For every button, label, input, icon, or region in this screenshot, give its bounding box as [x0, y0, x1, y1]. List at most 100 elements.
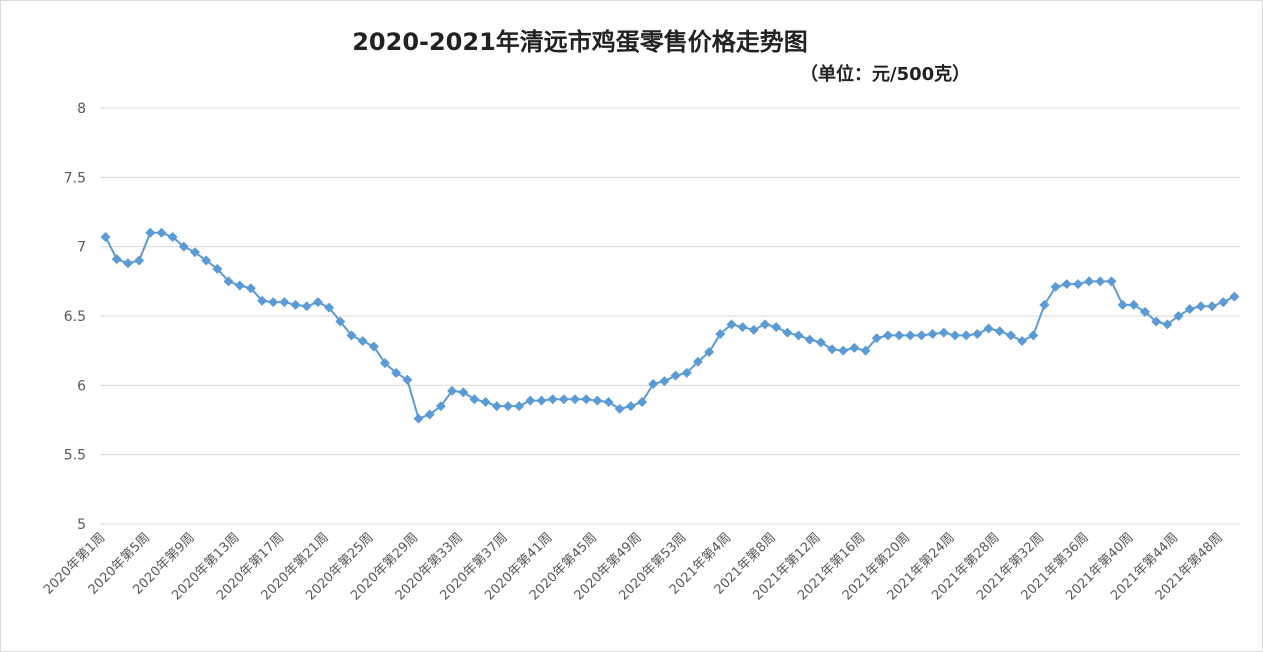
data-point [938, 327, 949, 338]
data-point [212, 263, 223, 274]
data-point [100, 231, 111, 242]
data-point [145, 227, 156, 238]
data-point [201, 255, 212, 266]
data-point [715, 329, 726, 340]
data-point [279, 297, 290, 308]
data-point [1151, 316, 1162, 327]
data-point [391, 367, 402, 378]
data-point [771, 322, 782, 333]
y-axis-ticks: 5 5.5 6 6.5 7 7.5 8 [64, 101, 86, 533]
data-point [547, 394, 558, 405]
data-point [1106, 276, 1117, 287]
data-point [961, 330, 972, 341]
data-point [1039, 299, 1050, 310]
data-point [1195, 301, 1206, 312]
data-point [1184, 304, 1195, 315]
y-tick-label: 6.5 [64, 309, 86, 325]
data-point [525, 395, 536, 406]
x-axis-ticks: 2020年第1周2020年第5周2020年第9周2020年第13周2020年第1… [41, 530, 1226, 603]
data-point [558, 394, 569, 405]
y-tick-label: 7 [77, 240, 86, 256]
data-point [916, 330, 927, 341]
data-point [950, 330, 960, 341]
data-point [502, 401, 513, 412]
data-point [860, 345, 871, 356]
data-point [994, 326, 1005, 337]
y-tick-label: 5.5 [64, 448, 86, 464]
data-point [659, 376, 670, 387]
data-point [827, 344, 838, 355]
data-point [1173, 311, 1184, 321]
data-point [637, 396, 648, 407]
y-tick-label: 7.5 [64, 170, 86, 186]
series-points [100, 227, 1240, 424]
data-point [1061, 279, 1072, 290]
data-point [927, 329, 938, 340]
data-point [1017, 335, 1028, 346]
data-point [134, 255, 145, 266]
data-point [1162, 319, 1173, 330]
data-point [737, 322, 748, 333]
data-point [167, 231, 178, 242]
data-point [1028, 330, 1039, 341]
data-point [804, 334, 815, 345]
data-point [122, 258, 133, 269]
data-point [514, 401, 525, 412]
data-point [1140, 306, 1150, 317]
data-point [324, 302, 335, 313]
data-point [603, 396, 614, 407]
data-point [1229, 291, 1240, 302]
data-point [335, 316, 346, 327]
data-point [111, 254, 122, 265]
data-point [1128, 299, 1139, 310]
data-point [1218, 297, 1229, 308]
data-point [748, 324, 759, 335]
chart-title: 2020-2021年清远市鸡蛋零售价格走势图 [352, 28, 808, 56]
chart-subtitle: （单位：元/500克） [800, 64, 971, 85]
data-point [782, 327, 793, 338]
data-point [402, 374, 413, 385]
y-tick-label: 6 [77, 378, 86, 394]
data-point [257, 295, 268, 306]
data-point [882, 330, 893, 341]
data-point [480, 396, 491, 407]
data-point [1072, 279, 1083, 290]
data-point [491, 401, 502, 412]
data-point [704, 347, 715, 358]
data-point [469, 394, 480, 405]
data-point [692, 356, 703, 367]
data-point [1050, 281, 1061, 292]
data-point [268, 297, 279, 308]
data-point [178, 241, 189, 252]
series-line [104, 231, 1235, 420]
data-point [1084, 276, 1095, 287]
gridlines [100, 107, 1240, 525]
data-point [726, 319, 737, 330]
data-point [368, 341, 379, 352]
data-point [447, 385, 458, 396]
data-point [905, 330, 916, 341]
data-point [234, 280, 245, 291]
data-point [815, 337, 826, 348]
data-point [245, 283, 256, 294]
data-point [625, 401, 636, 412]
data-point [458, 387, 469, 398]
data-point [849, 342, 860, 353]
data-point [838, 345, 849, 356]
data-point [1095, 276, 1106, 287]
data-point [670, 370, 681, 381]
data-point [156, 227, 167, 238]
data-point [894, 330, 905, 341]
data-point [536, 395, 547, 406]
data-point [290, 299, 301, 310]
data-point [1207, 301, 1218, 312]
data-point [871, 333, 882, 344]
data-point [972, 329, 983, 340]
data-point [413, 413, 424, 424]
data-point [614, 403, 625, 414]
data-point [312, 297, 323, 308]
data-point [424, 409, 435, 420]
data-point [380, 358, 390, 369]
